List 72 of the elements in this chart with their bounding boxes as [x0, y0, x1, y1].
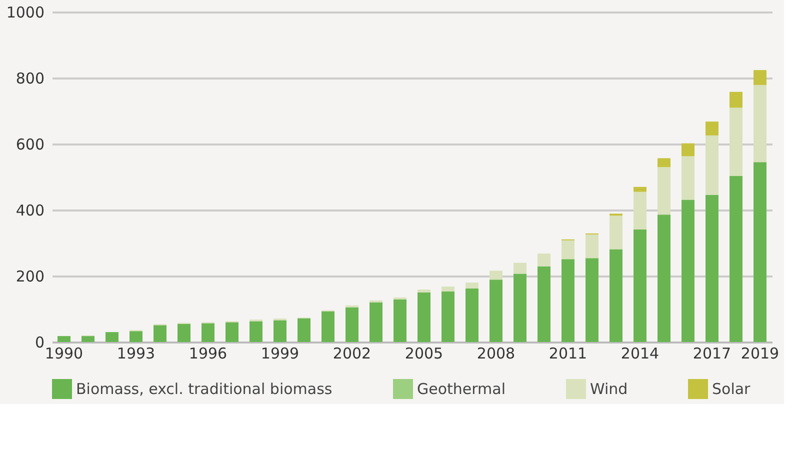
bar	[634, 229, 646, 342]
bar	[178, 324, 190, 342]
legend-label: Wind	[590, 380, 628, 398]
legend-label: Solar	[712, 380, 752, 398]
y-tick-label: 1000	[6, 4, 44, 22]
bar	[658, 158, 670, 168]
bar	[514, 274, 526, 342]
bar	[202, 323, 214, 342]
bar	[490, 270, 502, 280]
bar	[154, 325, 166, 342]
bar	[706, 135, 718, 195]
bar	[58, 336, 70, 342]
bar	[538, 266, 550, 342]
bar	[562, 240, 574, 260]
bar	[538, 254, 550, 266]
bar	[226, 322, 238, 342]
legend-label: Geothermal	[417, 380, 506, 398]
bar	[682, 143, 694, 156]
bar	[418, 292, 430, 342]
bar	[634, 186, 646, 192]
bar	[298, 318, 310, 342]
y-tick-label: 800	[16, 70, 44, 88]
x-tick-label: 1990	[44, 344, 84, 362]
x-tick-label: 2014	[620, 344, 660, 362]
x-tick-label: 2011	[548, 344, 588, 362]
bar	[274, 320, 286, 342]
x-tick-label: 2008	[476, 344, 516, 362]
bar	[442, 286, 454, 292]
bar	[106, 332, 118, 342]
bar	[322, 311, 334, 342]
bar	[586, 234, 598, 258]
bar	[658, 214, 670, 342]
bar	[394, 299, 406, 342]
bar	[730, 176, 742, 342]
bar	[658, 167, 670, 215]
bar	[130, 331, 142, 342]
bar	[490, 280, 502, 342]
bar	[418, 290, 430, 292]
bar	[634, 192, 646, 230]
y-tick-label: 400	[16, 202, 44, 220]
bar	[754, 162, 766, 342]
bar	[610, 249, 622, 342]
y-tick-label: 600	[16, 136, 44, 154]
y-tick-label: 0	[34, 334, 44, 352]
bar	[682, 156, 694, 200]
bar	[610, 216, 622, 250]
bar	[466, 282, 478, 289]
bar	[514, 262, 526, 274]
bar	[706, 122, 718, 136]
x-tick-label: 1996	[188, 344, 228, 362]
x-tick-label: 1993	[116, 344, 156, 362]
bar	[466, 288, 478, 342]
bar	[346, 307, 358, 342]
bar	[82, 336, 94, 342]
bar	[250, 321, 262, 342]
x-tick-label: 2019	[740, 344, 780, 362]
bar	[706, 194, 718, 342]
y-tick-label: 200	[16, 268, 44, 286]
bar	[730, 92, 742, 108]
x-tick-label: 2002	[332, 344, 372, 362]
x-tick-label: 1999	[260, 344, 300, 362]
bar	[682, 200, 694, 342]
x-tick-label: 2017	[692, 344, 732, 362]
bar	[562, 259, 574, 342]
bar	[586, 258, 598, 342]
bar	[754, 70, 766, 85]
bar	[370, 302, 382, 342]
bar	[442, 292, 454, 342]
legend-label: Biomass, excl. traditional biomass	[76, 380, 332, 398]
x-tick-label: 2005	[404, 344, 444, 362]
bar	[730, 108, 742, 176]
bar	[754, 84, 766, 162]
